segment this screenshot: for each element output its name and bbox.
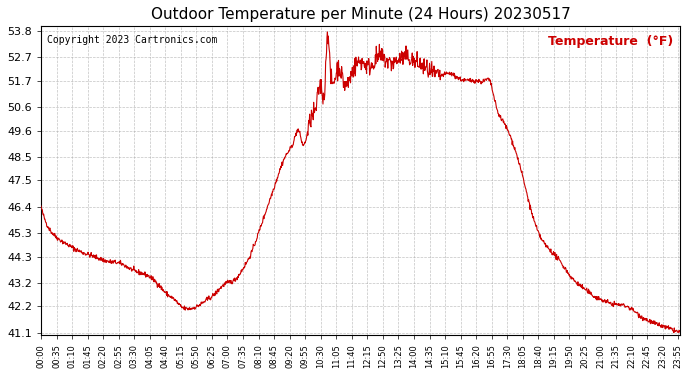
- Title: Outdoor Temperature per Minute (24 Hours) 20230517: Outdoor Temperature per Minute (24 Hours…: [150, 7, 571, 22]
- Text: Temperature  (°F): Temperature (°F): [549, 35, 673, 48]
- Text: Copyright 2023 Cartronics.com: Copyright 2023 Cartronics.com: [48, 35, 218, 45]
